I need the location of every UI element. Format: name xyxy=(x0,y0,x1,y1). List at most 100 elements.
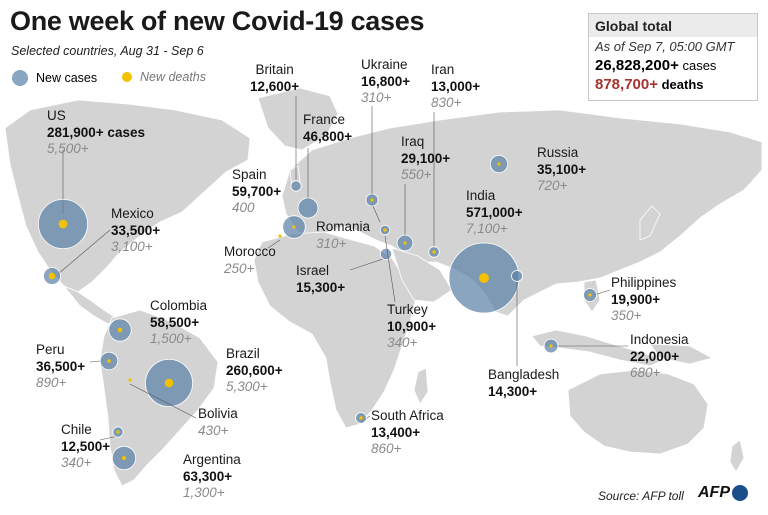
us-deaths-dot xyxy=(58,219,68,229)
bangladesh-cases: 14,300+ xyxy=(488,383,538,399)
russia-name: Russia xyxy=(537,145,579,160)
argentina-name: Argentina xyxy=(183,452,241,467)
bangladesh-label: Bangladesh 14,300+ xyxy=(488,367,559,400)
bolivia-leader-line xyxy=(129,383,197,419)
indonesia-label: Indonesia 22,000+ 680+ xyxy=(630,332,689,382)
turkey-deaths: 340+ xyxy=(387,335,418,350)
bolivia-deaths-dot xyxy=(128,378,132,382)
south-africa-cases: 13,400+ xyxy=(371,424,421,440)
iraq-label: Iraq 29,100+ 550+ xyxy=(401,134,450,184)
arabia-shape xyxy=(391,247,453,303)
global-total-cases-unit: cases xyxy=(682,58,717,73)
russia-cases: 35,100+ xyxy=(537,161,587,177)
indonesia-name: Indonesia xyxy=(630,332,689,347)
global-total-as-of: As of Sep 7, 05:00 GMT xyxy=(595,39,735,54)
argentina-cases: 63,300+ xyxy=(183,468,233,484)
morocco-deaths: 250+ xyxy=(224,260,255,276)
philippines-deaths-dot xyxy=(588,293,592,297)
chile-deaths-dot xyxy=(116,430,120,434)
philippines-label: Philippines 19,900+ 350+ xyxy=(611,275,676,325)
romania-deaths: 310+ xyxy=(316,235,347,251)
global-total-deaths: 878,700+ xyxy=(595,76,658,93)
peru-deaths: 890+ xyxy=(36,375,67,390)
bubble-layer xyxy=(38,96,628,471)
us-name: US xyxy=(47,108,66,123)
bolivia-deaths: 430+ xyxy=(198,422,229,438)
south-africa-deaths-dot xyxy=(359,416,363,420)
us-cases: 281,900+ cases xyxy=(47,124,145,140)
peru-name: Peru xyxy=(36,342,65,357)
ukraine-label: Ukraine 16,800+ 310+ xyxy=(361,57,410,107)
global-total-cases: 26,828,200+ xyxy=(595,57,679,74)
south-africa-label: South Africa 13,400+ 860+ xyxy=(371,408,444,458)
russia-deaths-dot xyxy=(497,162,501,166)
indonesia-deaths: 680+ xyxy=(630,365,661,380)
australia-shape xyxy=(567,369,709,455)
france-cases: 46,800+ xyxy=(303,128,353,144)
us-label: US 281,900+ cases 5,500+ xyxy=(47,108,145,158)
brazil-cases: 260,600+ xyxy=(226,362,283,378)
argentina-deaths: 1,300+ xyxy=(183,485,225,500)
iraq-deaths-dot xyxy=(403,241,407,245)
iran-cases: 13,000+ xyxy=(431,78,481,94)
israel-leader-line xyxy=(349,257,387,271)
argentina-label: Argentina 63,300+ 1,300+ xyxy=(183,452,241,502)
mexico-name: Mexico xyxy=(111,206,154,221)
britain-label: Britain 12,600+ xyxy=(250,62,299,95)
global-total-deaths-unit: deaths xyxy=(661,77,704,92)
legend-cases: New cases xyxy=(12,70,97,86)
afp-logo: AFP xyxy=(698,484,748,502)
morocco-leader-line xyxy=(267,239,281,249)
india-name: India xyxy=(466,188,496,203)
iraq-deaths: 550+ xyxy=(401,167,432,182)
greenland-shape xyxy=(257,87,339,151)
philippines-cases: 19,900+ xyxy=(611,291,661,307)
turkey-deaths-dot xyxy=(383,228,387,232)
iran-label: Iran 13,000+ 830+ xyxy=(431,62,480,112)
colombia-name: Colombia xyxy=(150,298,208,313)
morocco-deaths-dot xyxy=(278,234,282,238)
britain-name: Britain xyxy=(255,62,294,77)
israel-cases: 15,300+ xyxy=(296,279,346,295)
central-america-shape xyxy=(63,285,117,325)
mexico-cases: 33,500+ xyxy=(111,222,161,238)
deaths-legend-icon xyxy=(122,72,132,82)
bolivia-label: Bolivia 430+ xyxy=(198,406,238,439)
peru-label: Peru 36,500+ 890+ xyxy=(36,342,85,392)
legend-deaths-label: New deaths xyxy=(140,70,207,84)
peru-deaths-dot xyxy=(107,359,111,363)
brazil-deaths: 5,300+ xyxy=(226,379,268,394)
romania-name: Romania xyxy=(316,219,371,234)
britain-cases-bubble xyxy=(290,180,302,192)
france-cases-bubble xyxy=(297,197,319,219)
legend-cases-label: New cases xyxy=(36,71,98,85)
india-deaths-dot xyxy=(479,273,489,283)
philippines-deaths: 350+ xyxy=(611,308,642,323)
india-deaths: 7,100+ xyxy=(466,221,508,236)
spain-label: Spain 59,700+ 400 xyxy=(232,167,281,217)
mexico-deaths: 3,100+ xyxy=(111,239,153,254)
afp-logo-text: AFP xyxy=(698,484,730,501)
peru-leader-line xyxy=(89,360,101,363)
colombia-deaths: 1,500+ xyxy=(150,331,192,346)
mexico-label: Mexico 33,500+ 3,100+ xyxy=(111,206,160,256)
global-total-heading: Global total xyxy=(589,14,757,37)
global-total-cases-row: 26,828,200+ cases xyxy=(589,56,757,75)
japan-shape xyxy=(639,205,661,241)
africa-shape xyxy=(253,231,417,429)
cases-legend-icon xyxy=(12,70,28,86)
israel-cases-bubble xyxy=(379,247,393,261)
iraq-cases: 29,100+ xyxy=(401,150,451,166)
morocco-name: Morocco xyxy=(224,244,276,259)
brazil-label: Brazil 260,600+ 5,300+ xyxy=(226,346,283,396)
ukraine-deaths-dot xyxy=(370,198,374,202)
morocco-label: Morocco 250+ xyxy=(224,244,276,277)
philippines-name: Philippines xyxy=(611,275,677,290)
madagascar-shape xyxy=(413,367,429,405)
global-total-box: Global total As of Sep 7, 05:00 GMT 26,8… xyxy=(588,13,758,101)
afp-logo-icon xyxy=(732,485,748,501)
iraq-name: Iraq xyxy=(401,134,425,149)
israel-label: Israel 15,300+ xyxy=(296,263,345,296)
